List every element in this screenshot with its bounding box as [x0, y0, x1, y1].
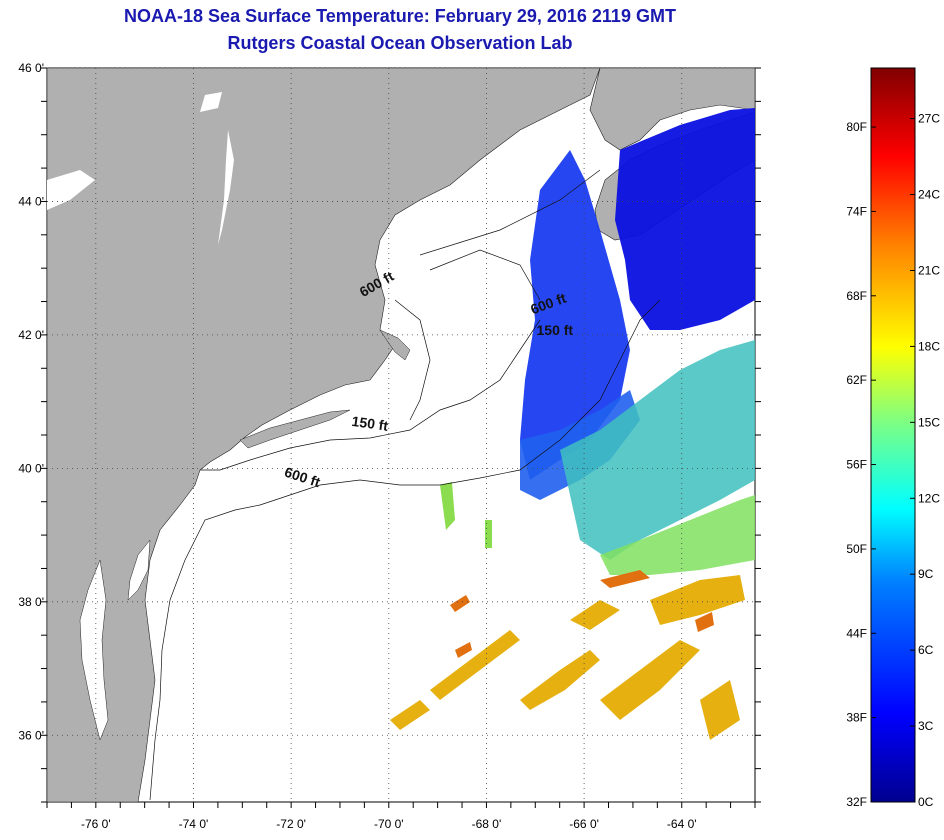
- sst-cold-scotian: [615, 108, 755, 330]
- longitude-tick-labels: -76 0' -74 0' -72 0' -70 0' -68 0' -66 0' -64 …: [81, 817, 697, 831]
- lake-ontario-edge: [47, 170, 95, 210]
- fahrenheit-label: 56F: [846, 458, 867, 472]
- celsius-label: 15C: [918, 415, 940, 429]
- celsius-label: 0C: [918, 795, 934, 809]
- sst-gulf-stream-orange: [450, 570, 714, 658]
- map-subtitle: Rutgers Coastal Ocean Observation Lab: [227, 33, 573, 53]
- contour-label: 150 ft: [351, 413, 390, 434]
- celsius-label: 18C: [918, 339, 940, 353]
- lon-tick-label: -74 0': [179, 817, 209, 831]
- latitude-tick-labels: 46 0' 44 0' 42 0' 40 0' 38 0' 36 0': [18, 61, 44, 742]
- sst-mid-shelf: [560, 340, 755, 560]
- lon-tick-label: -72 0': [276, 817, 306, 831]
- colorbar: [870, 67, 916, 803]
- celsius-label: 12C: [918, 491, 940, 505]
- fahrenheit-label: 38F: [846, 711, 867, 725]
- land-long-island: [239, 409, 351, 449]
- lat-tick-label: 42 0': [18, 328, 44, 342]
- lat-tick-label: 38 0': [18, 595, 44, 609]
- fahrenheit-label: 50F: [846, 542, 867, 556]
- lon-tick-label: -76 0': [81, 817, 111, 831]
- land-cape-cod: [379, 329, 411, 361]
- lon-tick-label: -70 0': [374, 817, 404, 831]
- lat-lon-grid: [41, 67, 761, 808]
- sst-small-green: [440, 482, 455, 530]
- lon-tick-label: -64 0': [667, 817, 697, 831]
- land-new-brunswick: [589, 68, 755, 151]
- celsius-label: 24C: [918, 188, 940, 202]
- sst-warm-slope: [600, 495, 755, 575]
- fahrenheit-label: 62F: [846, 373, 867, 387]
- colorbar-fahrenheit-labels: 32F 38F 44F 50F 56F 62F 68F 74F 80F: [846, 120, 876, 809]
- bay-chesapeake: [79, 559, 109, 741]
- colorbar-celsius-labels: 0C 3C 6C 9C 12C 15C 18C 21C 24C 27C: [910, 112, 940, 809]
- land-us-coast: [47, 68, 601, 802]
- fahrenheit-label: 74F: [846, 204, 867, 218]
- celsius-label: 21C: [918, 263, 940, 277]
- lake-champlain: [218, 130, 234, 245]
- sst-gulf-stream-warm: [390, 575, 745, 740]
- lon-tick-label: -68 0': [472, 817, 502, 831]
- lat-tick-label: 46 0': [18, 61, 44, 75]
- sst-cold-gulfmaine: [520, 150, 630, 480]
- contour-label: 150 ft: [537, 322, 574, 338]
- celsius-label: 9C: [918, 567, 934, 581]
- bathymetry-contours: [149, 169, 661, 801]
- fahrenheit-label: 44F: [846, 626, 867, 640]
- fahrenheit-label: 80F: [846, 120, 867, 134]
- lat-tick-label: 40 0': [18, 461, 44, 475]
- celsius-label: 6C: [918, 643, 934, 657]
- bay-delaware: [127, 539, 151, 601]
- fahrenheit-label: 68F: [846, 289, 867, 303]
- fahrenheit-label: 32F: [846, 795, 867, 809]
- lat-tick-label: 44 0': [18, 194, 44, 208]
- lat-tick-label: 36 0': [18, 728, 44, 742]
- sst-small-green-2: [485, 520, 492, 548]
- celsius-label: 27C: [918, 112, 940, 126]
- celsius-label: 3C: [918, 719, 934, 733]
- map-title: NOAA-18 Sea Surface Temperature: Februar…: [124, 6, 676, 26]
- lon-tick-label: -66 0': [569, 817, 599, 831]
- lake-winnipesaukee: [200, 92, 222, 112]
